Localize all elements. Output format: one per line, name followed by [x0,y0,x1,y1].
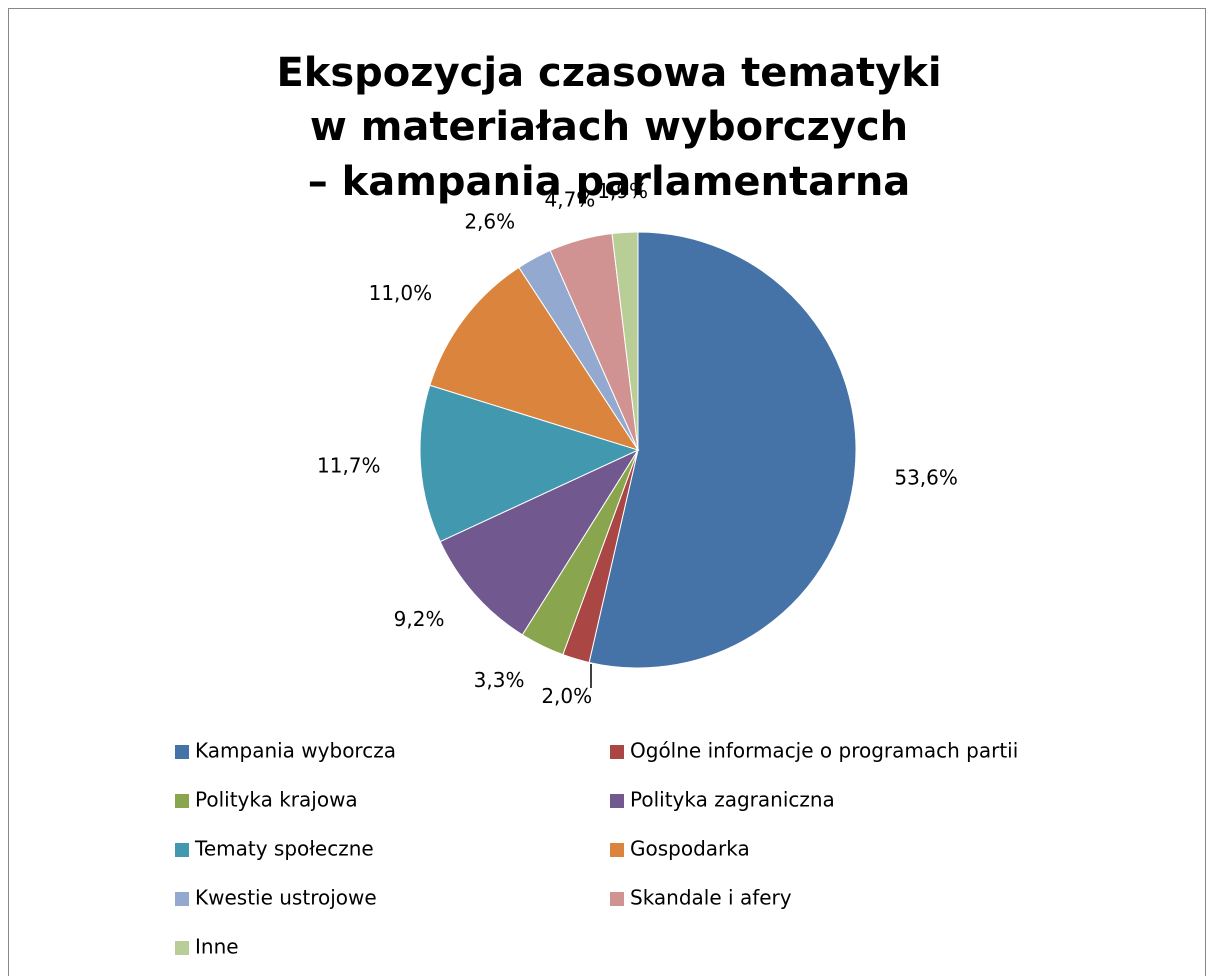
data-label: 1,9% [597,179,648,203]
legend-label: Tematy społeczne [194,837,374,861]
pie-slice [439,448,640,636]
data-label: 2,6% [464,210,515,234]
data-label: 11,0% [369,281,433,305]
data-label: 3,3% [474,668,525,692]
legend-label: Polityka krajowa [195,788,358,812]
pie-slice [611,231,639,451]
legend-label: Polityka zagraniczna [630,788,835,812]
legend-label: Kampania wyborcza [195,739,396,763]
pie-slice [429,266,640,451]
legend-label: Kwestie ustrojowe [195,886,377,910]
legend-swatch [175,794,189,808]
legend-swatch [175,892,189,906]
data-label: 53,6% [894,466,958,490]
legend-swatch [610,794,624,808]
data-label: 4,7% [545,188,596,212]
legend-swatch [175,941,189,955]
legend-swatch [610,745,624,759]
legend-label: Gospodarka [630,837,750,861]
legend-swatch [175,843,189,857]
legend-label: Inne [195,935,239,959]
chart-title: w materiałach wyborczych [310,104,908,150]
data-label: 9,2% [394,607,445,631]
pie-slice [419,384,640,543]
legend-label: Ogólne informacje o programach partii [630,739,1018,763]
legend-swatch [175,745,189,759]
legend-swatch [610,892,624,906]
legend-label: Skandale i afery [630,886,792,910]
chart-title: Ekspozycja czasowa tematyki [276,50,941,96]
chart-title: – kampania parlamentarna [308,159,911,205]
data-label: 11,7% [317,454,381,478]
legend-swatch [610,843,624,857]
pie-slice [588,231,857,669]
data-label: 2,0% [541,684,592,708]
